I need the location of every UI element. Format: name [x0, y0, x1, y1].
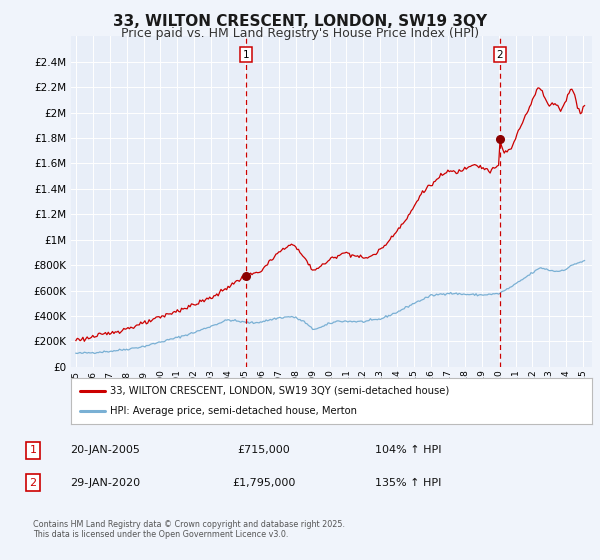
- Text: 135% ↑ HPI: 135% ↑ HPI: [375, 478, 441, 488]
- Text: 33, WILTON CRESCENT, LONDON, SW19 3QY (semi-detached house): 33, WILTON CRESCENT, LONDON, SW19 3QY (s…: [110, 386, 449, 396]
- Text: Price paid vs. HM Land Registry's House Price Index (HPI): Price paid vs. HM Land Registry's House …: [121, 27, 479, 40]
- Text: £1,795,000: £1,795,000: [232, 478, 296, 488]
- Text: 2: 2: [496, 50, 503, 59]
- Text: 2: 2: [29, 478, 37, 488]
- Text: 1: 1: [29, 445, 37, 455]
- Text: 33, WILTON CRESCENT, LONDON, SW19 3QY: 33, WILTON CRESCENT, LONDON, SW19 3QY: [113, 14, 487, 29]
- Text: 29-JAN-2020: 29-JAN-2020: [70, 478, 140, 488]
- Text: 104% ↑ HPI: 104% ↑ HPI: [375, 445, 441, 455]
- Text: 1: 1: [242, 50, 249, 59]
- Text: 20-JAN-2005: 20-JAN-2005: [70, 445, 140, 455]
- Text: HPI: Average price, semi-detached house, Merton: HPI: Average price, semi-detached house,…: [110, 406, 357, 416]
- Text: £715,000: £715,000: [238, 445, 290, 455]
- Text: Contains HM Land Registry data © Crown copyright and database right 2025.
This d: Contains HM Land Registry data © Crown c…: [33, 520, 345, 539]
